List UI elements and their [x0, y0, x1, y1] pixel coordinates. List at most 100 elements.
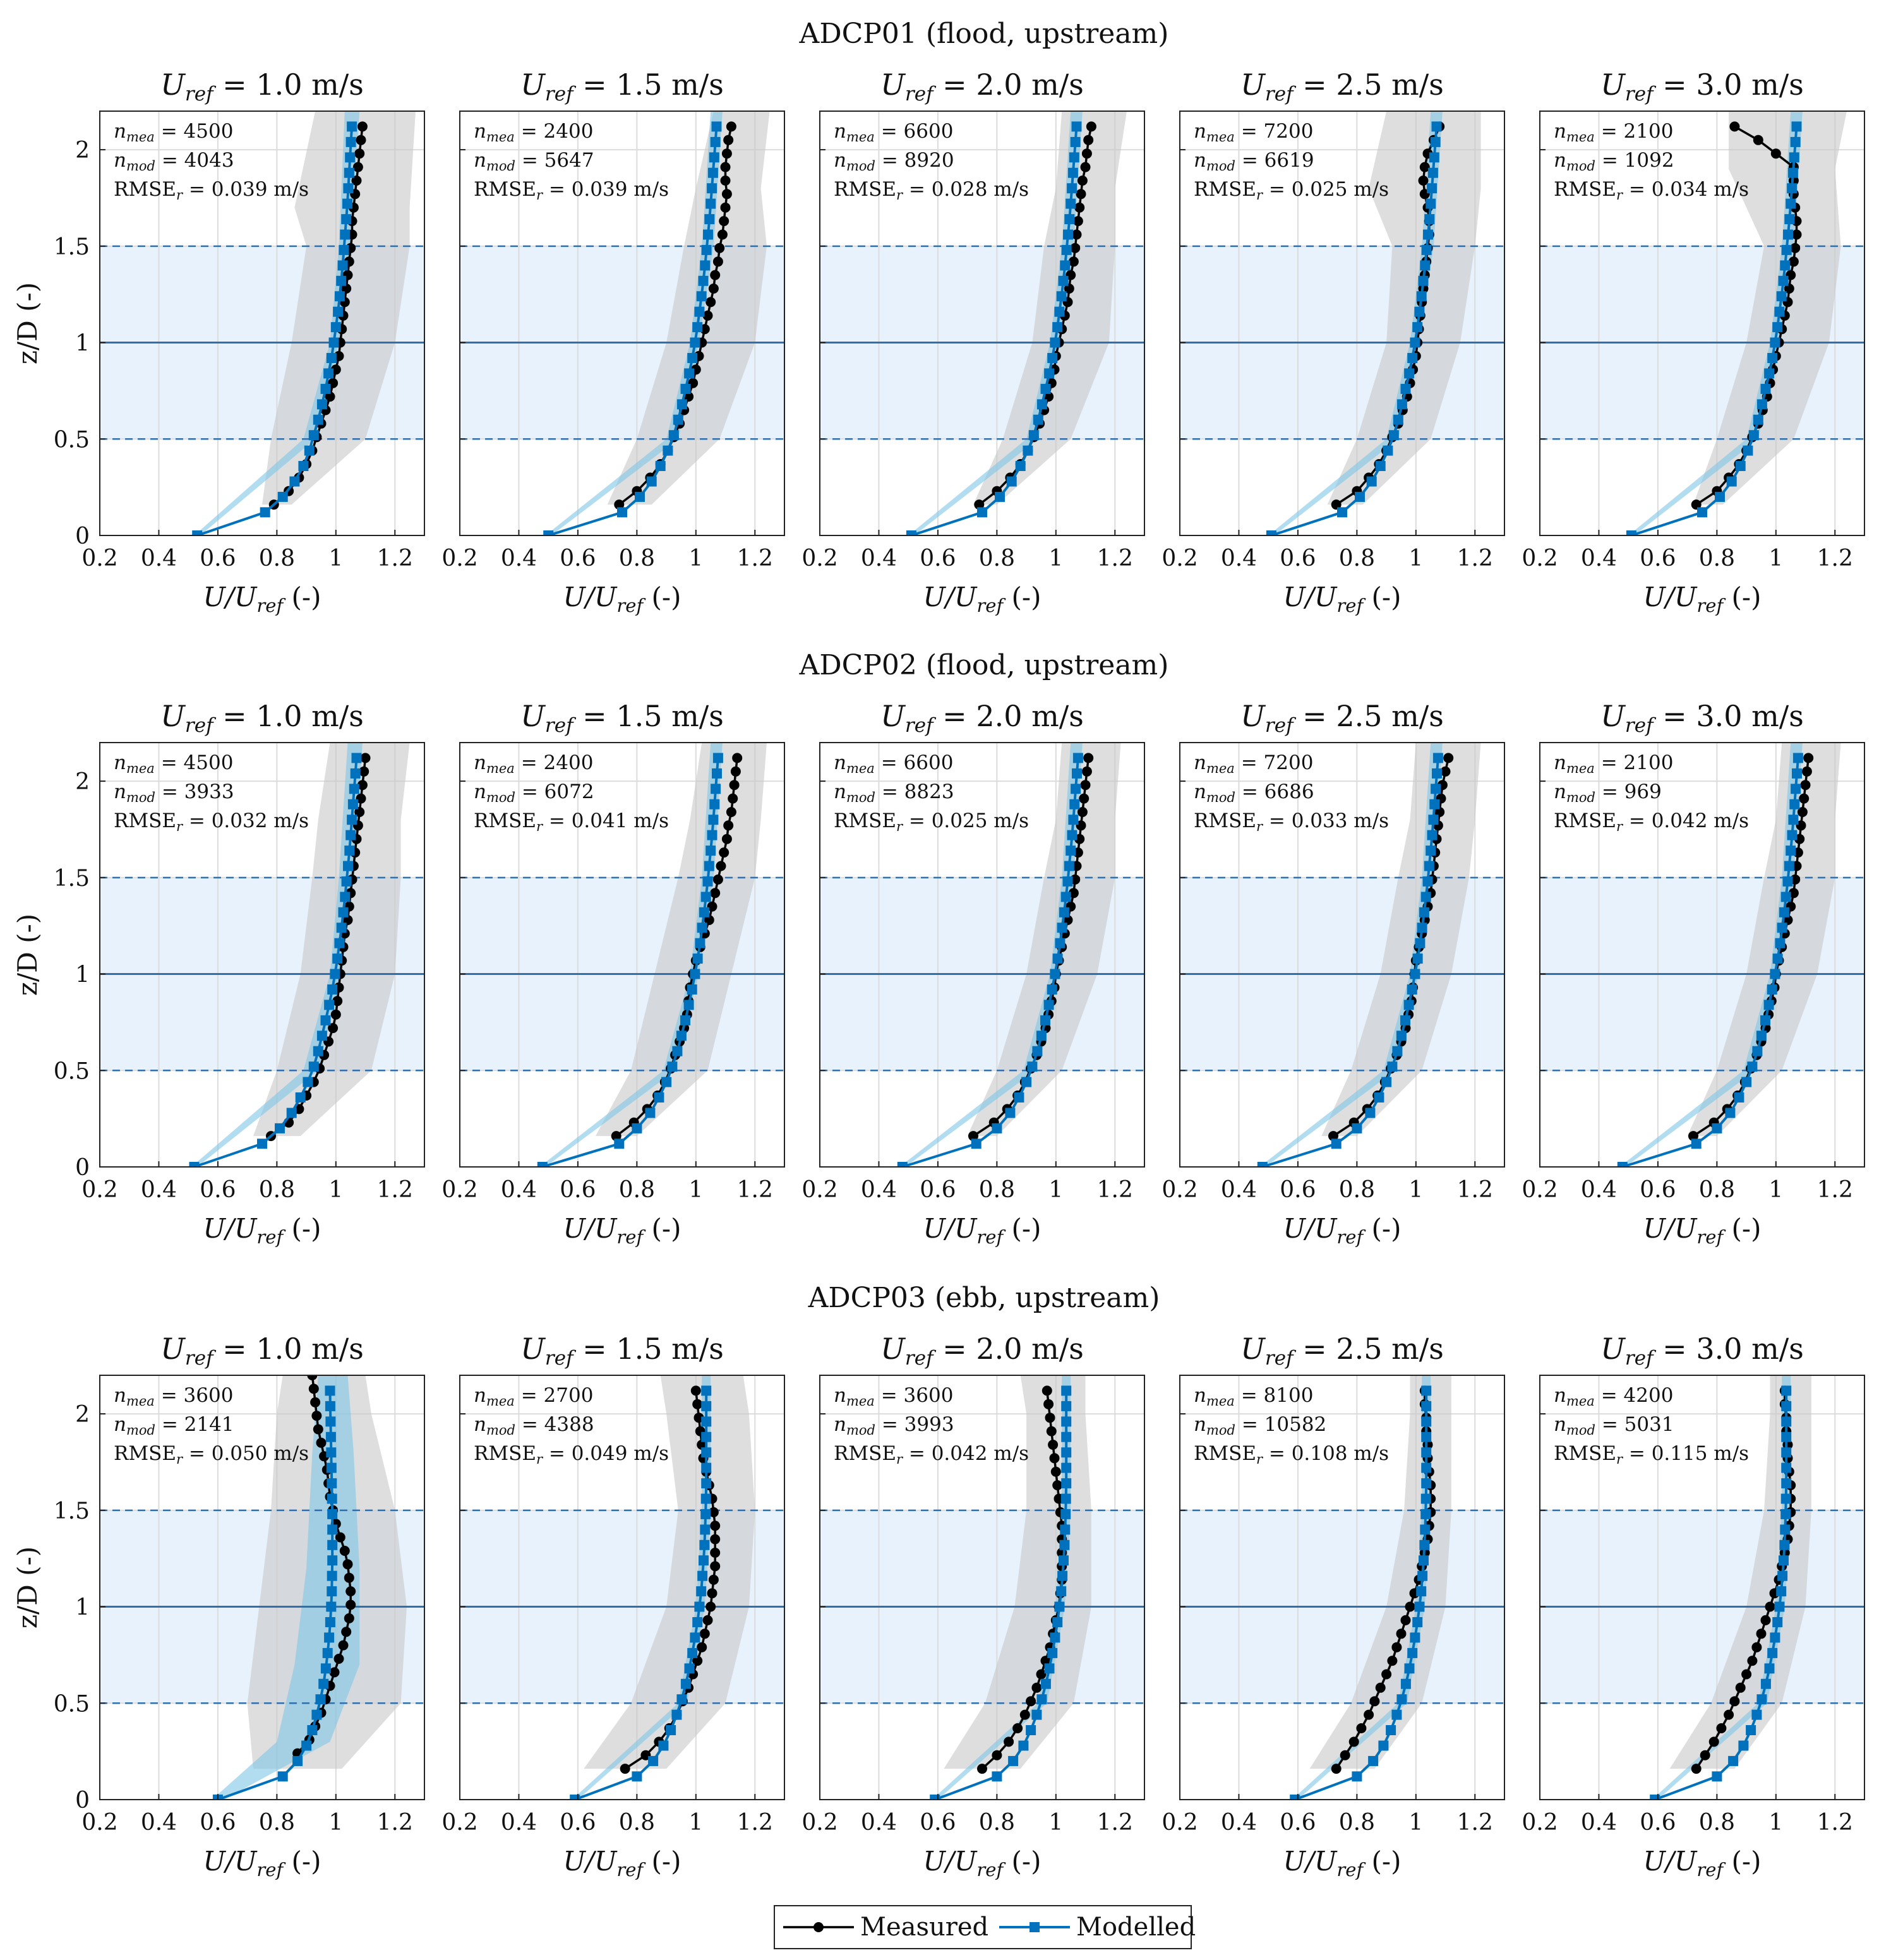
modelled-point: [699, 1555, 709, 1566]
modelled-point: [327, 1524, 338, 1535]
y-axis-label: z/D (-): [12, 282, 43, 364]
x-tick-label: 0.4: [1221, 1177, 1257, 1203]
modelled-point: [702, 876, 713, 887]
measured-point: [1396, 1628, 1407, 1639]
modelled-point: [347, 799, 358, 810]
modelled-point: [570, 1795, 580, 1800]
modelled-point: [326, 353, 337, 363]
measured-point: [1800, 780, 1811, 791]
modelled-point: [1626, 530, 1636, 535]
measured-point: [710, 1548, 721, 1558]
modelled-point: [1747, 1061, 1758, 1072]
modelled-point: [327, 1509, 338, 1519]
modelled-point: [1746, 1725, 1756, 1735]
x-tick-label: 0.4: [1221, 1810, 1257, 1836]
x-tick-label: 1: [1408, 546, 1423, 571]
panel-title: Uref = 1.5 m/s: [520, 68, 724, 105]
measured-point: [339, 1546, 350, 1556]
x-axis-label: U/Uref (-): [203, 1213, 321, 1248]
modelled-point: [645, 1108, 656, 1118]
plot-area: [100, 111, 424, 535]
panel: 0.2 0.4 0.6 0.8 1 1.2 U/Uref (-) Uref = 3.0 m/s…: [1522, 1332, 1865, 1880]
modelled-point: [1416, 291, 1427, 302]
modelled-point: [690, 337, 700, 348]
modelled-point: [1032, 1046, 1043, 1056]
modelled-point: [537, 1162, 548, 1167]
x-tick-label: 0.4: [861, 1810, 897, 1836]
measured-point: [707, 1588, 717, 1599]
plot-area: [460, 743, 784, 1167]
modelled-point: [1412, 322, 1423, 333]
modelled-band: [191, 743, 363, 1167]
measured-point: [357, 780, 368, 791]
modelled-point: [1427, 183, 1438, 194]
measured-point: [1340, 1750, 1350, 1760]
modelled-point: [1780, 1509, 1791, 1519]
measured-point: [360, 753, 371, 763]
axes-frame: [819, 111, 1145, 536]
modelled-point: [1770, 1632, 1780, 1643]
modelled-point: [342, 198, 352, 209]
modelled-point: [701, 1431, 712, 1442]
x-tick-label: 0.6: [200, 1177, 236, 1203]
measured-point: [1040, 1656, 1051, 1666]
modelled-point: [1058, 275, 1069, 286]
modelled-point: [1779, 907, 1789, 917]
plot-area: [1180, 1375, 1504, 1800]
modelled-point: [676, 1694, 687, 1705]
modelled-point: [1410, 969, 1420, 979]
modelled-point: [1383, 445, 1393, 456]
x-tick-label: 0.8: [1339, 546, 1375, 571]
modelled-point: [320, 1015, 331, 1025]
measured-point: [721, 148, 732, 159]
measured-point: [1064, 284, 1074, 294]
measured-point: [732, 753, 743, 763]
modelled-point: [684, 368, 695, 379]
n-mod-label: nmod = 1092: [1554, 149, 1674, 174]
x-tick-label: 0.6: [560, 1810, 596, 1836]
modelled-point: [701, 1416, 712, 1427]
measured-point: [710, 1534, 721, 1545]
measured-point: [1691, 499, 1702, 510]
measured-point: [1716, 1723, 1727, 1733]
legend-measured-marker: [813, 1922, 824, 1932]
measured-point: [1782, 915, 1793, 925]
x-tick-label: 0.8: [1699, 1177, 1735, 1203]
n-mod-label: nmod = 6686: [1194, 780, 1314, 805]
modelled-point: [1783, 229, 1793, 240]
x-axis-label: U/Uref (-): [1643, 1846, 1761, 1880]
panel: 0.2 0.4 0.6 0.8 1 1.2 U/Uref (-) Uref = 2.5 m/s…: [1162, 68, 1505, 616]
modelled-point: [330, 969, 340, 979]
modelled-point: [303, 1077, 313, 1087]
measured-point: [690, 1385, 701, 1396]
measured-point: [1688, 1131, 1698, 1142]
measured-point: [1791, 229, 1802, 240]
modelled-point: [897, 1162, 908, 1167]
modelled-point: [1407, 353, 1418, 363]
modelled-point: [1789, 152, 1799, 163]
modelled-point: [1412, 1617, 1423, 1627]
modelled-point: [1061, 1478, 1072, 1489]
modelled-point: [1368, 1755, 1379, 1766]
modelled-point: [1026, 1725, 1036, 1735]
modelled-point: [995, 491, 1005, 502]
x-tick-label: 0.4: [1581, 1810, 1617, 1836]
plot-area: [820, 743, 1144, 1167]
modelled-point: [1060, 1524, 1071, 1535]
modelled-point: [1767, 353, 1778, 363]
measured-point: [730, 766, 741, 777]
modelled-point: [1691, 1138, 1702, 1149]
panel: 0.2 0.4 0.6 0.8 1 1.2 0 0.5 1 1.5 2 z/D (-) U/Uref (…: [12, 1332, 425, 1880]
n-mea-label: nmea = 6600: [834, 120, 953, 145]
modelled-point: [1056, 1586, 1067, 1597]
x-tick-label: 0.4: [141, 1177, 177, 1203]
modelled-point: [343, 183, 354, 194]
modelled-point: [337, 260, 348, 271]
modelled-point: [700, 892, 711, 902]
modelled-point: [1781, 1401, 1792, 1411]
modelled-point: [658, 1740, 669, 1751]
measured-point: [335, 1532, 345, 1543]
modelled-point: [1023, 445, 1033, 456]
modelled-point: [1403, 1000, 1414, 1010]
measured-point: [699, 1628, 710, 1639]
